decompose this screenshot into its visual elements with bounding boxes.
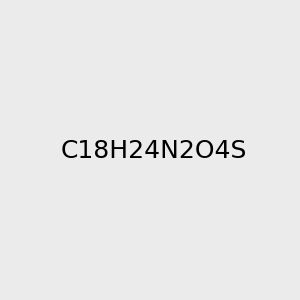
Text: C18H24N2O4S: C18H24N2O4S [61, 140, 247, 164]
